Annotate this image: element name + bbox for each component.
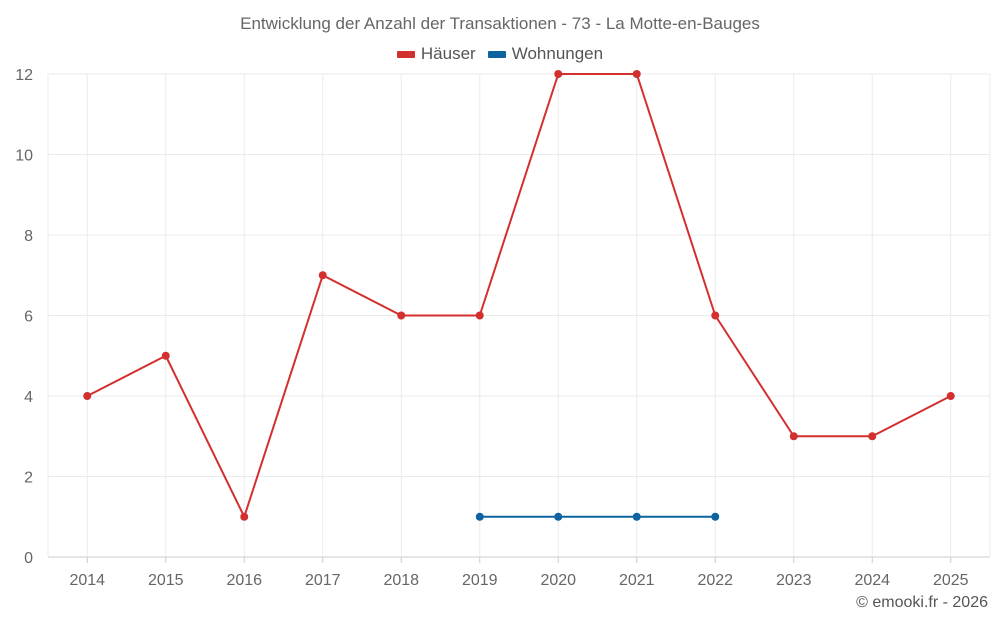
legend-item-haeuser[interactable]: Häuser (396, 44, 476, 64)
series-0-point (397, 311, 406, 320)
legend-swatch-wohnungen (487, 50, 506, 58)
legend-label-wohnungen: Wohnungen (511, 44, 604, 63)
y-tick-label: 8 (24, 228, 33, 245)
legend-swatch-haeuser (396, 50, 415, 58)
y-tick-label: 4 (24, 389, 33, 406)
series-1-point (711, 512, 720, 521)
series-1-point (554, 512, 563, 521)
series-0-line (86, 73, 952, 518)
series-0-point (868, 432, 877, 441)
x-tick-label: 2022 (697, 572, 733, 589)
series-0-point (554, 70, 563, 78)
x-tick-label: 2024 (854, 572, 890, 589)
y-tick-label: 0 (24, 550, 33, 567)
x-tick-label: 2019 (462, 572, 498, 589)
x-tick-label: 2017 (305, 572, 341, 589)
x-tick-label: 2025 (933, 572, 969, 589)
series-0-point (946, 392, 955, 400)
x-tick-label: 2014 (69, 572, 105, 589)
legend-label-haeuser: Häuser (420, 44, 476, 63)
y-tick-label: 10 (15, 148, 33, 165)
y-tick-label: 6 (24, 309, 33, 326)
series-0-point (632, 70, 641, 78)
y-tick-label: 2 (24, 470, 33, 487)
series-0-point (711, 311, 720, 320)
series-0-point (789, 432, 798, 441)
credit-text: © emooki.fr - 2026 (856, 594, 988, 611)
x-tick-label: 2023 (776, 572, 812, 589)
series-0-point (240, 512, 249, 521)
series-1-point (632, 512, 641, 521)
x-tick-label: 2018 (383, 572, 419, 589)
series-0-point (318, 271, 327, 280)
x-tick-label: 2020 (540, 572, 576, 589)
y-tick-label: 12 (15, 67, 33, 84)
x-tick-label: 2016 (226, 572, 262, 589)
series-1-point (475, 512, 484, 521)
x-tick-label: 2021 (619, 572, 655, 589)
chart-title: Entwicklung der Anzahl der Transaktionen… (240, 14, 760, 33)
series-0-point (161, 351, 170, 360)
chart-legend: Häuser Wohnungen (0, 44, 1000, 64)
x-tick-label: 2015 (148, 572, 184, 589)
series-0-point (475, 311, 484, 320)
series-0-point (83, 392, 92, 400)
legend-item-wohnungen[interactable]: Wohnungen (487, 44, 604, 64)
